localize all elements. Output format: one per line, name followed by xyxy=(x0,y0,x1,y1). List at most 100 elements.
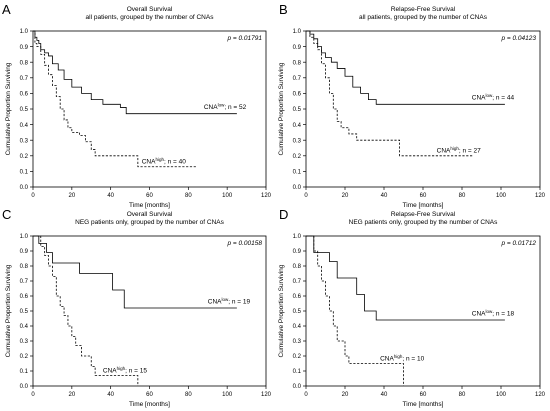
panel-letter: C xyxy=(2,207,11,222)
series-high-label: CNAhigh; n = 10 xyxy=(380,354,424,363)
x-tick-label: 100 xyxy=(222,392,233,398)
x-axis-label: Time [months] xyxy=(403,202,444,209)
y-tick-label: 0.8 xyxy=(20,60,29,66)
series-high-label: CNAhigh; n = 40 xyxy=(142,157,186,166)
x-tick-label: 60 xyxy=(420,392,427,398)
y-tick-label: 0.5 xyxy=(20,309,29,315)
y-tick-label: 0.9 xyxy=(20,45,29,51)
y-tick-label: 0.1 xyxy=(293,369,302,375)
x-tick-label: 40 xyxy=(107,193,114,199)
panel-subtitle: NEG patients only, grouped by the number… xyxy=(349,219,498,226)
x-tick-label: 80 xyxy=(185,392,192,398)
x-tick-label: 80 xyxy=(459,193,466,199)
plot-frame xyxy=(305,30,541,188)
panel-subtitle: all patients, grouped by the number of C… xyxy=(359,14,488,21)
x-axis-label: Time [months] xyxy=(129,401,170,408)
y-tick-label: 0.7 xyxy=(20,279,29,285)
y-tick-label: 0.4 xyxy=(20,123,29,129)
y-tick-label: 0.7 xyxy=(20,76,29,82)
x-tick-label: 20 xyxy=(342,193,349,199)
x-tick-label: 100 xyxy=(496,392,507,398)
y-tick-label: 0.0 xyxy=(20,384,29,390)
y-axis-label: Cumulative Proportion Surviving xyxy=(278,264,285,357)
y-tick-label: 0.6 xyxy=(293,92,302,98)
series-low-line xyxy=(306,30,505,105)
y-tick-label: 0.0 xyxy=(293,384,302,390)
y-tick-label: 0.8 xyxy=(293,264,302,270)
y-tick-label: 0.6 xyxy=(20,92,29,98)
x-tick-label: 80 xyxy=(185,193,192,199)
y-tick-label: 0.2 xyxy=(20,154,29,160)
y-tick-label: 0.2 xyxy=(293,154,302,160)
x-axis-label: Time [months] xyxy=(129,202,170,209)
panel-title: Relapse-Free Survival xyxy=(391,211,456,218)
x-tick-label: 40 xyxy=(381,193,388,199)
series-low-line xyxy=(33,30,237,115)
x-tick-label: 100 xyxy=(222,193,233,199)
series-low-label: CNAlow; n = 18 xyxy=(472,309,515,318)
y-tick-label: 0.4 xyxy=(293,324,302,330)
y-axis-label: Cumulative Proportion Surviving xyxy=(278,62,285,155)
x-tick-label: 40 xyxy=(107,392,114,398)
y-tick-label: 1.0 xyxy=(293,29,302,35)
x-tick-label: 20 xyxy=(68,392,75,398)
p-value: p = 0.00158 xyxy=(226,240,262,247)
y-tick-label: 0.5 xyxy=(293,107,302,113)
plot-frame xyxy=(32,235,267,387)
series-high-line xyxy=(306,235,404,386)
y-tick-label: 0.6 xyxy=(20,294,29,300)
y-tick-label: 0.3 xyxy=(293,138,302,144)
p-value: p = 0.01791 xyxy=(226,35,262,42)
x-axis-label: Time [months] xyxy=(403,401,444,408)
y-tick-label: 0.2 xyxy=(20,354,29,360)
y-tick-label: 0.1 xyxy=(20,369,29,375)
y-tick-label: 0.6 xyxy=(293,294,302,300)
panel-title: Relapse-Free Survival xyxy=(391,6,456,13)
series-high-label: CNAhigh; n = 27 xyxy=(437,146,481,155)
x-tick-label: 0 xyxy=(304,392,308,398)
x-tick-label: 120 xyxy=(261,392,272,398)
x-tick-label: 0 xyxy=(31,392,35,398)
y-tick-label: 0.8 xyxy=(20,264,29,270)
y-tick-label: 0.1 xyxy=(293,170,302,176)
panel-title: Overall Survival xyxy=(127,211,173,218)
panel-letter: B xyxy=(279,2,288,17)
series-high-line xyxy=(33,235,139,386)
y-tick-label: 0.5 xyxy=(20,107,29,113)
y-tick-label: 1.0 xyxy=(20,29,29,35)
x-tick-label: 40 xyxy=(381,392,388,398)
x-tick-label: 60 xyxy=(146,392,153,398)
y-tick-label: 0.7 xyxy=(293,279,302,285)
series-low-line xyxy=(306,235,505,321)
series-low-label: CNAlow; n = 52 xyxy=(204,103,247,112)
y-tick-label: 0.1 xyxy=(20,170,29,176)
y-tick-label: 0.4 xyxy=(293,123,302,129)
panel-subtitle: all patients, grouped by the number of C… xyxy=(86,14,215,21)
y-tick-label: 0.3 xyxy=(20,138,29,144)
x-tick-label: 20 xyxy=(342,392,349,398)
y-tick-label: 0.3 xyxy=(293,339,302,345)
x-tick-label: 100 xyxy=(496,193,507,199)
y-tick-label: 0.9 xyxy=(293,249,302,255)
panel-subtitle: NEG patients only, grouped by the number… xyxy=(75,219,224,226)
series-low-label: CNAlow; n = 44 xyxy=(472,93,515,102)
series-high-label: CNAhigh; n = 15 xyxy=(103,366,147,375)
y-axis-label: Cumulative Proportion Surviving xyxy=(5,62,12,155)
y-tick-label: 0.5 xyxy=(293,309,302,315)
x-tick-label: 120 xyxy=(535,392,546,398)
x-tick-label: 120 xyxy=(261,193,272,199)
y-tick-label: 0.8 xyxy=(293,60,302,66)
x-tick-label: 80 xyxy=(459,392,466,398)
y-axis-label: Cumulative Proportion Surviving xyxy=(5,264,12,357)
x-tick-label: 60 xyxy=(420,193,427,199)
series-low-label: CNAlow; n = 19 xyxy=(208,297,251,306)
series-high-line xyxy=(306,30,474,157)
y-tick-label: 1.0 xyxy=(293,234,302,240)
x-tick-label: 0 xyxy=(31,193,35,199)
p-value: p = 0.04123 xyxy=(500,35,536,42)
y-tick-label: 0.9 xyxy=(20,249,29,255)
